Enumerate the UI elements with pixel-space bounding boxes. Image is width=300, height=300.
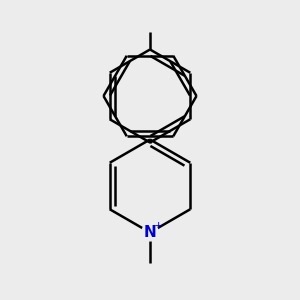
Text: +: + — [154, 221, 163, 231]
Text: N: N — [144, 225, 156, 240]
Circle shape — [142, 224, 158, 241]
